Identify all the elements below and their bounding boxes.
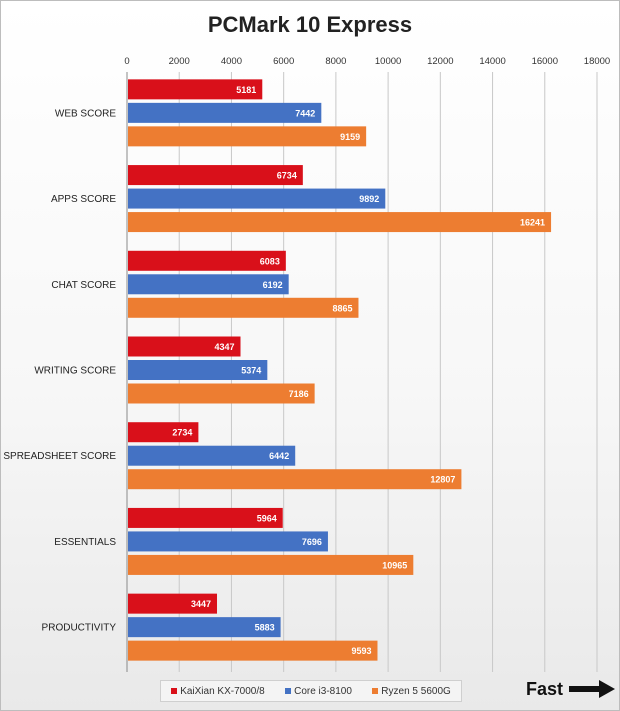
data-label: 6442 xyxy=(269,451,289,461)
bar xyxy=(128,360,268,380)
bar xyxy=(128,617,281,638)
legend-label-core-i3: Core i3-8100 xyxy=(294,685,352,697)
bar xyxy=(128,102,322,123)
bar xyxy=(128,640,378,661)
x-tick-label: 4000 xyxy=(221,56,242,67)
data-label: 7442 xyxy=(295,108,315,118)
data-label: 10965 xyxy=(382,560,407,570)
x-tick-label: 0 xyxy=(124,56,129,67)
category-label: WEB SCORE xyxy=(55,108,116,119)
x-tick-label: 6000 xyxy=(273,56,294,67)
category-label: WRITING SCORE xyxy=(34,366,116,377)
legend: KaiXian KX-7000/8 Core i3-8100 Ryzen 5 5… xyxy=(160,680,462,702)
category-label: PRODUCTIVITY xyxy=(42,623,117,634)
data-label: 5883 xyxy=(255,623,275,633)
bar xyxy=(128,212,552,233)
x-tick-label: 2000 xyxy=(169,56,190,67)
x-tick-label: 14000 xyxy=(479,56,505,67)
data-label: 5964 xyxy=(257,513,277,523)
data-label: 5374 xyxy=(241,366,261,376)
legend-label-kaixian: KaiXian KX-7000/8 xyxy=(180,685,265,697)
data-label: 6083 xyxy=(260,256,280,266)
data-label: 2734 xyxy=(172,428,192,438)
legend-swatch-ryzen xyxy=(372,688,379,694)
bar xyxy=(128,188,386,209)
data-label: 5181 xyxy=(236,85,256,95)
category-label: ESSENTIALS xyxy=(54,537,116,548)
legend-item-ryzen: Ryzen 5 5600G xyxy=(372,686,451,697)
legend-swatch-kaixian xyxy=(171,688,178,694)
category-label: APPS SCORE xyxy=(51,194,116,205)
data-label: 12807 xyxy=(430,475,455,485)
fast-annotation: Fast xyxy=(526,678,616,700)
x-tick-label: 8000 xyxy=(325,56,346,67)
category-label: CHAT SCORE xyxy=(51,280,116,291)
data-label: 3447 xyxy=(191,599,211,609)
x-tick-label: 16000 xyxy=(532,56,558,67)
bar xyxy=(128,469,462,490)
bar xyxy=(128,422,199,443)
data-label: 9892 xyxy=(359,194,379,204)
bar xyxy=(128,297,359,318)
data-label: 4347 xyxy=(214,342,234,352)
bar xyxy=(128,165,303,186)
bar xyxy=(128,126,367,147)
bar xyxy=(128,445,296,466)
bar xyxy=(128,79,263,100)
data-label: 6192 xyxy=(263,280,283,290)
bar xyxy=(128,383,315,404)
legend-item-core-i3: Core i3-8100 xyxy=(285,686,352,697)
data-label: 7186 xyxy=(289,389,309,399)
x-tick-label: 10000 xyxy=(375,56,401,67)
bar xyxy=(128,274,289,295)
data-label: 7696 xyxy=(302,537,322,547)
bar xyxy=(128,507,283,528)
fast-label: Fast xyxy=(526,678,564,699)
data-label: 6734 xyxy=(277,171,297,181)
bar xyxy=(128,336,241,357)
x-tick-label: 12000 xyxy=(427,56,453,67)
bar xyxy=(128,554,414,575)
chart-title: PCMark 10 Express xyxy=(207,12,413,37)
x-tick-label: 18000 xyxy=(584,56,610,67)
bar xyxy=(128,250,286,271)
bar xyxy=(128,593,218,614)
legend-item-kaixian: KaiXian KX-7000/8 xyxy=(171,686,265,697)
data-label: 9159 xyxy=(340,132,360,142)
data-label: 9593 xyxy=(351,646,371,656)
right-arrow-icon xyxy=(569,680,616,698)
category-label: SPREADSHEET SCORE xyxy=(3,451,116,462)
bar xyxy=(128,531,328,552)
data-label: 8865 xyxy=(332,303,352,313)
legend-label-ryzen: Ryzen 5 5600G xyxy=(381,685,451,697)
legend-swatch-core-i3 xyxy=(285,688,292,694)
data-label: 16241 xyxy=(520,218,545,228)
